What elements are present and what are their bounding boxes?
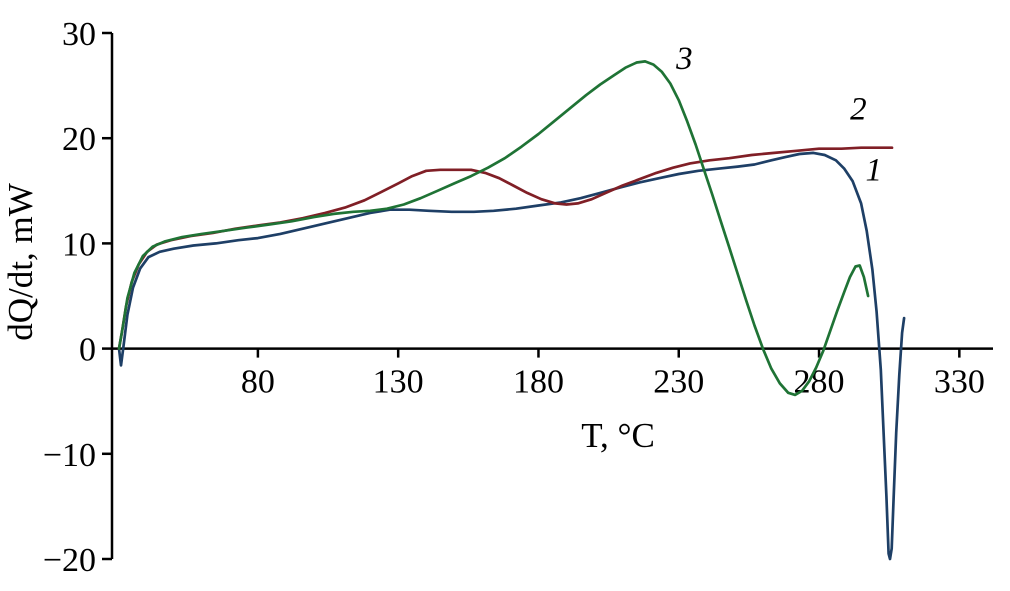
y-tick-label-10: 10 xyxy=(62,226,96,263)
x-axis-title: T, °C xyxy=(581,416,655,455)
x-tick-label-280: 280 xyxy=(794,364,845,401)
x-tick-label-80: 80 xyxy=(241,364,275,401)
x-tick-label-230: 230 xyxy=(653,364,704,401)
x-tick-label-130: 130 xyxy=(373,364,424,401)
curve-2 xyxy=(117,146,894,350)
curve-label-1: 1 xyxy=(866,152,883,188)
curve-label-3: 3 xyxy=(675,41,693,77)
y-tick-label--10: −10 xyxy=(43,437,96,474)
axes: 80 130 180 230 280 330 −20 −10 0 10 20 30 xyxy=(43,16,993,579)
y-tick-label-0: 0 xyxy=(79,332,96,369)
y-tick-label-30: 30 xyxy=(62,16,96,53)
x-tick-label-180: 180 xyxy=(513,364,564,401)
x-tick-label-330: 330 xyxy=(934,364,985,401)
curves xyxy=(117,60,906,561)
curve-1 xyxy=(117,151,906,561)
y-axis-title: dQ/dt, mW xyxy=(1,183,40,340)
curve-label-2: 2 xyxy=(850,91,867,127)
y-tick-label--20: −20 xyxy=(43,542,96,579)
series-labels: 1 2 3 xyxy=(675,41,882,189)
y-tick-label-20: 20 xyxy=(62,121,96,158)
curve-3 xyxy=(117,60,870,397)
